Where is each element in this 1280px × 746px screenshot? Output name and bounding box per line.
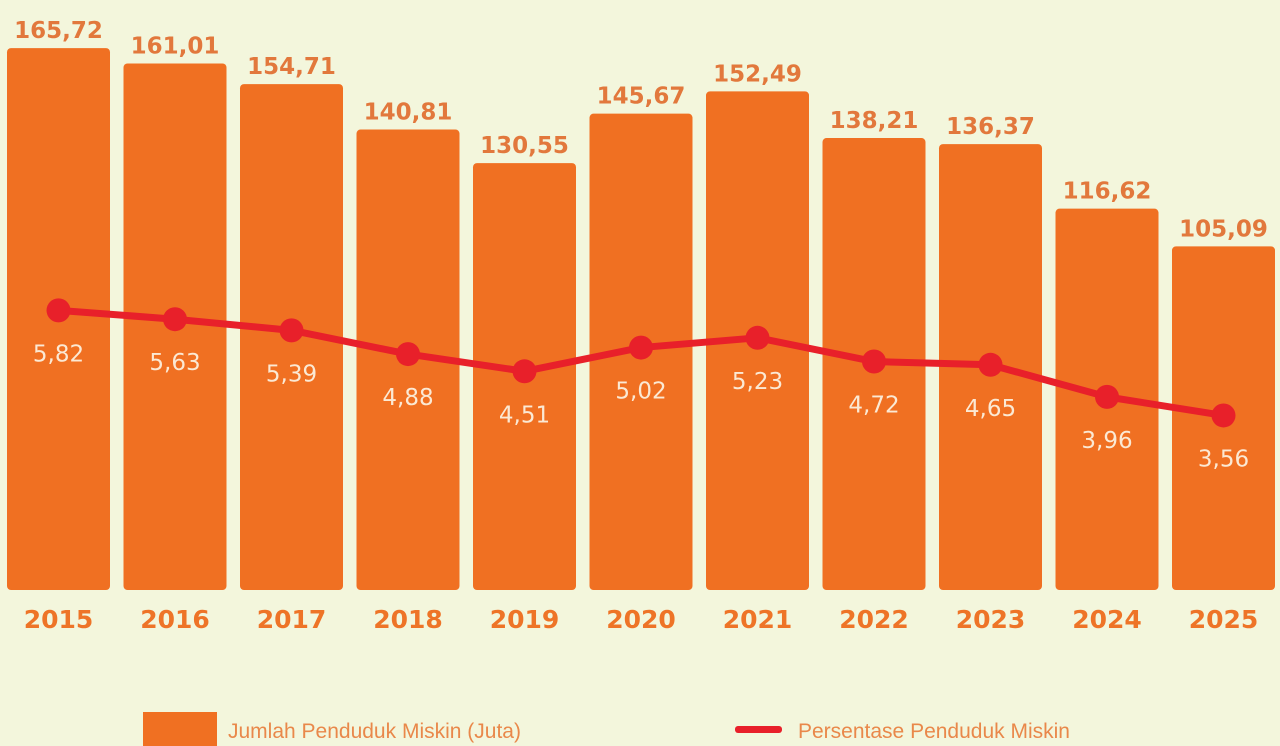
line-value-label: 3,96 xyxy=(1081,428,1132,454)
line-point-2019 xyxy=(512,359,537,384)
line-point-2021 xyxy=(745,325,770,350)
bar-value-label: 145,67 xyxy=(597,84,686,110)
legend-bar-label: Jumlah Penduduk Miskin (Juta) xyxy=(228,720,521,743)
line-value-label: 5,39 xyxy=(266,361,317,387)
line-value-label: 4,72 xyxy=(848,393,899,419)
bar-value-label: 165,72 xyxy=(14,18,103,44)
x-tick-label: 2024 xyxy=(1072,605,1142,634)
line-point-2020 xyxy=(629,335,653,360)
legend-line-swatch xyxy=(735,726,782,733)
bar-value-label: 140,81 xyxy=(364,100,453,126)
bar-value-label: 161,01 xyxy=(131,33,220,59)
line-point-2016 xyxy=(163,307,187,332)
x-tick-label: 2017 xyxy=(257,605,327,634)
x-tick-label: 2025 xyxy=(1189,605,1259,634)
line-point-2022 xyxy=(862,349,886,374)
bar-value-label: 105,09 xyxy=(1179,216,1268,242)
line-value-label: 4,88 xyxy=(382,385,433,411)
x-tick-label: 2016 xyxy=(140,605,210,634)
x-tick-label: 2019 xyxy=(490,605,560,634)
line-value-label: 4,51 xyxy=(499,402,550,428)
line-point-2024 xyxy=(1095,384,1119,409)
line-point-2025 xyxy=(1211,403,1236,428)
bar-value-label: 152,49 xyxy=(713,61,802,87)
line-value-label: 5,23 xyxy=(732,369,783,395)
x-tick-label: 2023 xyxy=(956,605,1026,634)
x-tick-label: 2015 xyxy=(24,605,94,634)
x-tick-label: 2018 xyxy=(373,605,443,634)
line-value-label: 3,56 xyxy=(1198,446,1249,472)
line-point-2015 xyxy=(46,298,71,323)
x-tick-label: 2020 xyxy=(606,605,676,634)
bar-value-label: 138,21 xyxy=(830,108,919,134)
legend-line-label: Persentase Penduduk Miskin xyxy=(798,720,1070,743)
line-point-2017 xyxy=(279,318,304,343)
line-value-label: 4,65 xyxy=(965,396,1016,422)
legend-bar-swatch xyxy=(143,712,217,746)
line-value-label: 5,02 xyxy=(615,379,666,405)
line-value-label: 5,82 xyxy=(33,341,84,367)
bar-value-label: 154,71 xyxy=(247,54,336,80)
bar-value-label: 130,55 xyxy=(480,133,569,159)
bar-value-label: 116,62 xyxy=(1063,179,1152,205)
legend: Jumlah Penduduk Miskin (Juta) Persentase… xyxy=(143,712,1070,746)
x-tick-label: 2022 xyxy=(839,605,909,634)
line-point-2023 xyxy=(978,352,1003,377)
line-point-2018 xyxy=(396,342,420,367)
x-tick-label: 2021 xyxy=(723,605,793,634)
bar-value-label: 136,37 xyxy=(946,114,1035,140)
line-value-label: 5,63 xyxy=(149,350,200,376)
